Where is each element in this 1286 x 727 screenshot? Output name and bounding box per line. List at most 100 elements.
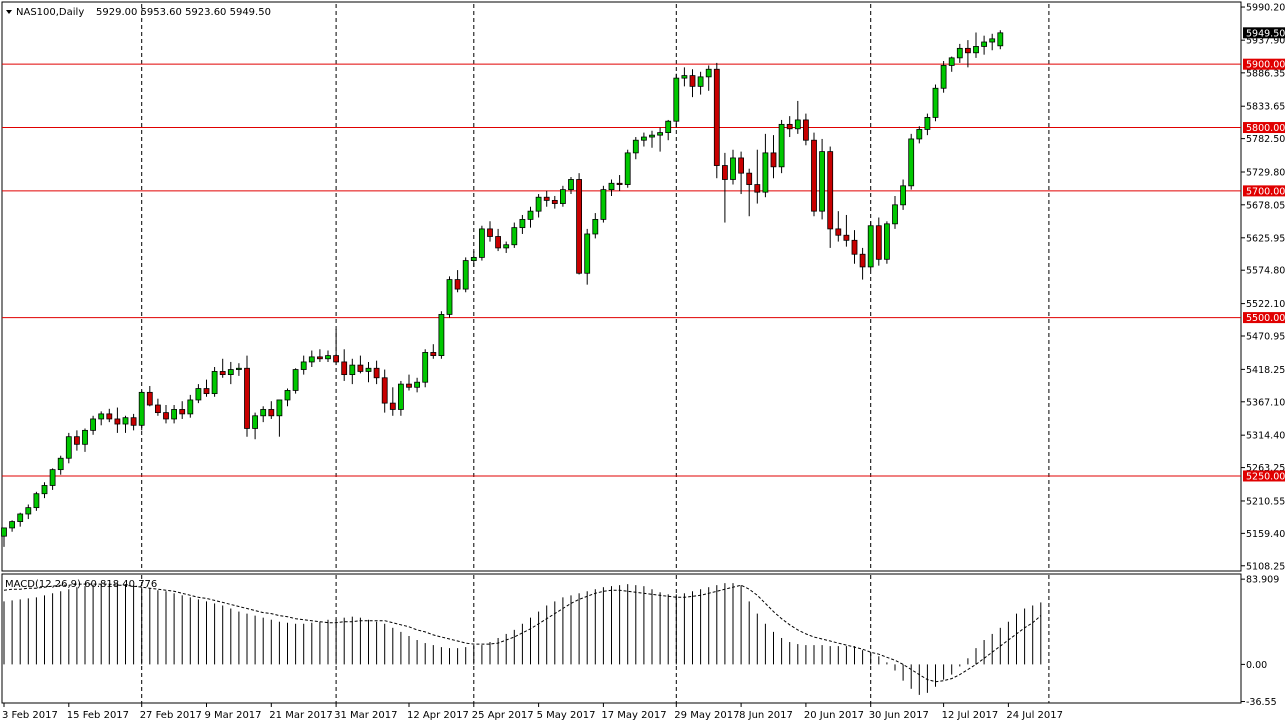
candle: [381, 369, 388, 413]
candle-body: [713, 68, 720, 166]
candle: [422, 349, 429, 388]
candle: [649, 130, 655, 148]
level-price-tag-label: 5900.00: [1246, 60, 1285, 71]
candle: [981, 35, 987, 55]
macd-panel-frame: [1, 573, 1242, 704]
candle-body: [163, 412, 169, 420]
chart-header: NAS100,Daily 5929.00 5953.60 5923.60 594…: [6, 7, 271, 18]
candle: [884, 221, 890, 264]
candle-body: [235, 367, 242, 370]
candle-body: [770, 152, 777, 168]
candle-body: [227, 369, 234, 376]
candle-body: [130, 417, 137, 426]
candle: [25, 504, 32, 520]
candle: [560, 185, 566, 207]
candle-body: [470, 257, 477, 261]
candle: [794, 100, 801, 134]
candle-body: [365, 367, 372, 372]
candle-body: [65, 436, 72, 459]
level-price-tag-label: 5700.00: [1246, 186, 1285, 197]
candle: [819, 138, 825, 220]
macd-title: MACD(12,26,9) 60.818 40.776: [5, 579, 157, 590]
candle-body: [981, 41, 987, 47]
candle-body: [41, 485, 48, 495]
candle: [632, 137, 639, 160]
time-tick-label: 12 Jul 2017: [942, 710, 999, 721]
price-tick-label: 5367.10: [1246, 397, 1285, 408]
candle: [65, 432, 72, 464]
symbol-label: NAS100,Daily: [16, 7, 84, 18]
candle: [875, 217, 882, 266]
time-tick-label: 31 Mar 2017: [334, 710, 397, 721]
candle-body: [503, 244, 510, 249]
candle: [430, 344, 437, 359]
candle-body: [268, 409, 275, 417]
candle-body: [641, 136, 647, 141]
candle: [803, 113, 809, 146]
level-price-tag-label: 5500.00: [1246, 313, 1285, 324]
candle: [535, 194, 542, 218]
candle: [195, 384, 202, 404]
candle: [973, 32, 979, 58]
candle: [292, 368, 299, 394]
candle: [487, 221, 493, 242]
candle: [341, 349, 348, 381]
candle-body: [956, 47, 963, 59]
candle: [551, 195, 558, 209]
candle: [349, 358, 356, 385]
candle-body: [867, 225, 874, 268]
candle: [762, 133, 769, 198]
candle: [689, 69, 696, 98]
price-tick-label: 5886.35: [1246, 68, 1285, 79]
candle: [49, 468, 56, 490]
candle: [681, 67, 688, 87]
candle: [940, 61, 947, 93]
candle: [754, 149, 761, 204]
candle: [397, 380, 404, 416]
candle: [722, 152, 728, 223]
candle: [57, 455, 64, 475]
candle-body: [454, 279, 461, 290]
ohlc-readout: 5929.00 5953.60 5923.60 5949.50: [96, 7, 271, 18]
candle-body: [673, 77, 680, 122]
candle: [503, 241, 510, 253]
candle-body: [300, 361, 307, 370]
candle: [138, 390, 145, 431]
candle: [373, 360, 380, 385]
candle-body: [316, 356, 323, 360]
macd-tick-label: -36.55: [1246, 697, 1277, 708]
candle-body: [965, 47, 971, 54]
time-axis: 3 Feb 2017 15 Feb 2017 27 Feb 2017 9 Mar 20…: [2, 703, 1063, 721]
candle-body: [203, 388, 210, 395]
candle: [576, 173, 582, 275]
candle-body: [74, 436, 80, 445]
candle-body: [608, 182, 615, 191]
level-price-tag-label: 5250.00: [1246, 471, 1285, 482]
level-price-tag: [1243, 58, 1285, 70]
candle-body: [357, 364, 364, 372]
candle-body: [381, 377, 388, 404]
candle: [568, 176, 574, 195]
candle: [260, 406, 267, 423]
candle-body: [746, 172, 753, 185]
collapse-arrow-icon[interactable]: [6, 10, 12, 14]
candle: [665, 119, 672, 141]
candle-body: [33, 493, 40, 509]
candle-body: [632, 139, 639, 154]
candle-body: [244, 367, 250, 429]
candle: [1, 527, 7, 547]
candle-body: [414, 381, 421, 388]
candle: [33, 491, 40, 511]
candle: [948, 56, 955, 72]
candle: [989, 33, 996, 51]
candle-body: [989, 38, 996, 43]
candle-body: [843, 234, 850, 241]
candle-body: [49, 469, 56, 486]
candle: [495, 228, 502, 252]
candle-body: [57, 457, 64, 471]
time-tick-label: 25 Apr 2017: [472, 710, 534, 721]
price-tick-label: 5314.40: [1246, 431, 1285, 442]
candle: [438, 311, 445, 359]
candle-body: [600, 189, 607, 220]
